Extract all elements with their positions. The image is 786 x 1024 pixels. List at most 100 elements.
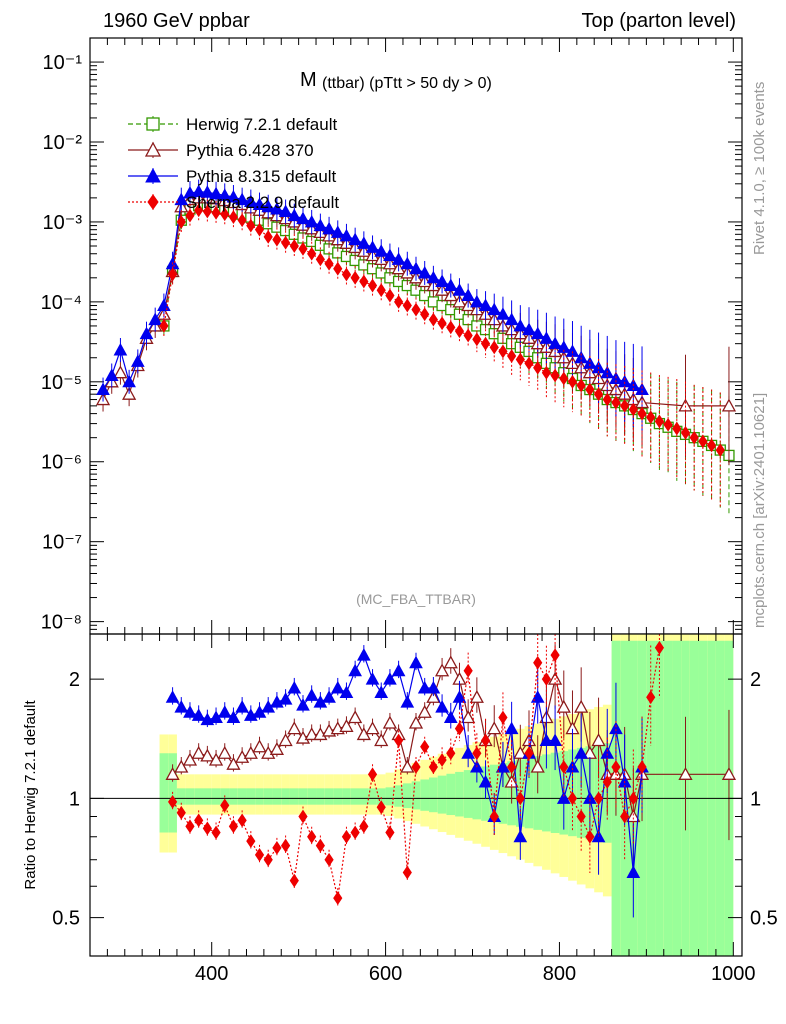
- data-point: [533, 360, 543, 375]
- ratio-data-point: [628, 791, 638, 806]
- data-point: [646, 410, 656, 425]
- y-tick-label: 10⁻³: [43, 212, 83, 234]
- ratio-y-tick-label-left: 2: [69, 669, 80, 691]
- data-point: [339, 228, 354, 242]
- ratio-data-point: [435, 700, 449, 713]
- ratio-data-point: [515, 791, 525, 806]
- data-point: [680, 425, 691, 440]
- data-point: [698, 434, 708, 449]
- ratio-data-point: [507, 760, 517, 774]
- ratio-data-point: [602, 775, 612, 789]
- ratio-data-point: [524, 746, 534, 761]
- data-point: [620, 398, 630, 413]
- band-inner: [324, 788, 334, 805]
- ratio-data-point: [585, 829, 595, 844]
- band-inner: [194, 788, 204, 805]
- ratio-data-point: [348, 663, 362, 677]
- band-inner: [255, 788, 264, 805]
- data-point: [585, 382, 595, 397]
- ratio-data-point: [287, 680, 302, 694]
- main-data-marks: [95, 179, 737, 515]
- ratio-data-point: [348, 710, 363, 724]
- legend-marker: [147, 194, 159, 210]
- data-point: [113, 342, 128, 356]
- ratio-data-point: [383, 672, 397, 685]
- data-point: [174, 192, 189, 206]
- ratio-data-point: [304, 727, 319, 741]
- data-point: [721, 398, 737, 412]
- ratio-data-point: [539, 733, 554, 746]
- ratio-data-point: [252, 739, 267, 753]
- ratio-data-point: [550, 648, 560, 662]
- ratio-data-point: [721, 766, 737, 780]
- data-point: [130, 354, 145, 367]
- band-inner: [159, 753, 169, 833]
- data-point: [96, 382, 110, 396]
- data-point: [235, 192, 249, 206]
- data-point: [706, 438, 717, 453]
- ratio-data-point: [263, 852, 273, 867]
- data-point: [359, 274, 369, 289]
- data-point: [402, 298, 412, 313]
- data-point: [504, 312, 519, 326]
- data-point: [237, 213, 247, 228]
- band-inner: [376, 788, 386, 805]
- data-point: [559, 371, 569, 386]
- data-point: [209, 186, 223, 200]
- data-point: [463, 328, 473, 343]
- data-point: [576, 378, 586, 393]
- legend-entry-herwig: Herwig 7.2.1 default: [128, 115, 337, 134]
- main-panel: 10⁻⁸ 10⁻⁷ 10⁻⁶ 10⁻⁵ 10⁻⁴ 10⁻³ 10⁻² 10⁻¹ M (ttba…: [41, 37, 743, 635]
- ratio-data-point: [409, 655, 423, 669]
- data-point: [556, 340, 571, 353]
- ratio-data-point: [504, 721, 519, 735]
- ratio-data-point: [446, 746, 456, 761]
- series-pythia6: [95, 185, 737, 466]
- data-point: [246, 218, 256, 233]
- y-tick-label: 10⁻⁶: [41, 452, 82, 474]
- ratio-data-point: [280, 838, 291, 853]
- ratio-data-point: [365, 672, 380, 685]
- ratio-data-point: [194, 813, 204, 828]
- data-point: [348, 232, 362, 246]
- ratio-data-point: [480, 733, 491, 748]
- data-point: [470, 294, 484, 308]
- ratio-data-point: [391, 663, 406, 677]
- data-point: [715, 443, 725, 457]
- ratio-data-point: [322, 690, 336, 703]
- ratio-data-point: [176, 805, 186, 820]
- header-right: Top (parton level): [581, 10, 736, 32]
- band-inner: [524, 757, 534, 829]
- ratio-data-point: [472, 746, 482, 761]
- ratio-data-point: [454, 721, 465, 736]
- legend-label: Pythia 6.428 370: [186, 141, 314, 160]
- band-inner: [394, 785, 403, 807]
- data-point: [522, 322, 536, 336]
- data-point: [376, 283, 386, 298]
- band-inner: [446, 773, 456, 816]
- ratio-data-point: [654, 640, 665, 655]
- legend-entry-sherpa: Sherpa 2.2.9 default: [128, 193, 339, 212]
- ratio-data-point: [220, 798, 230, 813]
- data-point: [394, 294, 404, 309]
- ratio-data-point: [339, 685, 354, 699]
- data-point: [480, 336, 491, 351]
- legend-label: Herwig 7.2.1 default: [186, 115, 337, 134]
- x-tick-label: 1000: [711, 963, 756, 985]
- ratio-data-point: [420, 739, 430, 754]
- ratio-data-point: [165, 690, 180, 703]
- data-point: [530, 326, 545, 340]
- ratio-data-point: [350, 825, 360, 840]
- band-inner: [385, 787, 395, 806]
- data-point: [159, 319, 169, 333]
- data-point: [185, 208, 195, 223]
- data-point: [324, 256, 334, 271]
- band-inner: [402, 783, 412, 809]
- legend-marker: [146, 117, 160, 131]
- ratio-data-point: [487, 721, 502, 735]
- data-point: [365, 240, 380, 253]
- data-point: [252, 197, 267, 211]
- legend-label: Pythia 8.315 default: [186, 167, 337, 186]
- ratio-data-point: [243, 745, 258, 759]
- band-inner: [307, 788, 317, 805]
